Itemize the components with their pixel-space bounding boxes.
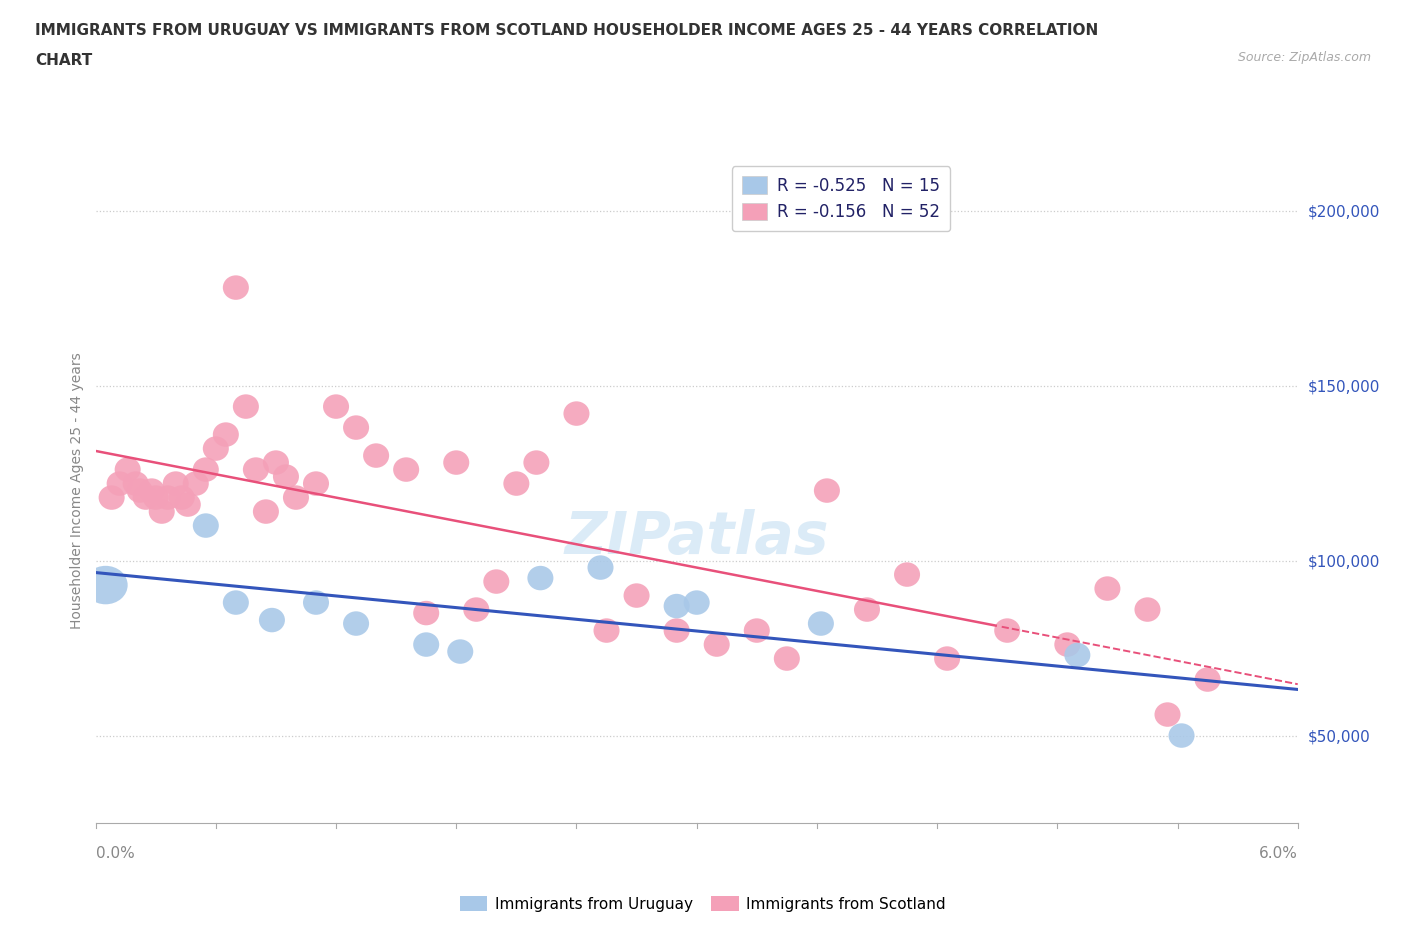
Ellipse shape [259, 608, 285, 632]
Text: ZIPatlas: ZIPatlas [564, 509, 830, 565]
Ellipse shape [343, 416, 370, 440]
Ellipse shape [1094, 577, 1121, 601]
Ellipse shape [169, 485, 195, 510]
Ellipse shape [1154, 702, 1181, 727]
Text: 6.0%: 6.0% [1258, 846, 1298, 861]
Ellipse shape [243, 458, 269, 482]
Ellipse shape [593, 618, 620, 643]
Ellipse shape [744, 618, 770, 643]
Ellipse shape [283, 485, 309, 510]
Ellipse shape [683, 591, 710, 615]
Ellipse shape [1168, 724, 1195, 748]
Text: 0.0%: 0.0% [96, 846, 135, 861]
Ellipse shape [447, 639, 474, 664]
Ellipse shape [202, 436, 229, 461]
Ellipse shape [1064, 643, 1091, 668]
Ellipse shape [664, 594, 690, 618]
Ellipse shape [934, 646, 960, 671]
Ellipse shape [115, 458, 141, 482]
Ellipse shape [193, 458, 219, 482]
Text: IMMIGRANTS FROM URUGUAY VS IMMIGRANTS FROM SCOTLAND HOUSEHOLDER INCOME AGES 25 -: IMMIGRANTS FROM URUGUAY VS IMMIGRANTS FR… [35, 23, 1098, 38]
Ellipse shape [183, 472, 209, 496]
Ellipse shape [1135, 597, 1160, 622]
Ellipse shape [263, 450, 290, 475]
Ellipse shape [98, 485, 125, 510]
Ellipse shape [363, 444, 389, 468]
Text: CHART: CHART [35, 53, 93, 68]
Ellipse shape [253, 499, 278, 524]
Ellipse shape [273, 464, 299, 489]
Ellipse shape [323, 394, 349, 418]
Ellipse shape [83, 565, 128, 604]
Ellipse shape [814, 478, 839, 503]
Ellipse shape [122, 472, 149, 496]
Ellipse shape [1195, 668, 1220, 692]
Ellipse shape [773, 646, 800, 671]
Ellipse shape [142, 485, 169, 510]
Ellipse shape [588, 555, 613, 579]
Ellipse shape [139, 478, 165, 503]
Ellipse shape [564, 402, 589, 426]
Ellipse shape [853, 597, 880, 622]
Ellipse shape [463, 597, 489, 622]
Ellipse shape [132, 485, 159, 510]
Ellipse shape [107, 472, 132, 496]
Ellipse shape [302, 472, 329, 496]
Ellipse shape [894, 563, 920, 587]
Ellipse shape [127, 478, 153, 503]
Text: Source: ZipAtlas.com: Source: ZipAtlas.com [1237, 51, 1371, 64]
Ellipse shape [503, 472, 530, 496]
Legend: R = -0.525   N = 15, R = -0.156   N = 52: R = -0.525 N = 15, R = -0.156 N = 52 [733, 166, 950, 231]
Ellipse shape [994, 618, 1021, 643]
Ellipse shape [302, 591, 329, 615]
Ellipse shape [527, 565, 554, 591]
Ellipse shape [523, 450, 550, 475]
Ellipse shape [1054, 632, 1080, 657]
Ellipse shape [193, 513, 219, 538]
Ellipse shape [222, 591, 249, 615]
Ellipse shape [163, 472, 188, 496]
Ellipse shape [484, 569, 509, 594]
Ellipse shape [413, 632, 439, 657]
Ellipse shape [222, 275, 249, 299]
Ellipse shape [233, 394, 259, 418]
Ellipse shape [212, 422, 239, 446]
Ellipse shape [443, 450, 470, 475]
Legend: Immigrants from Uruguay, Immigrants from Scotland: Immigrants from Uruguay, Immigrants from… [454, 890, 952, 918]
Ellipse shape [808, 611, 834, 636]
Ellipse shape [155, 485, 181, 510]
Y-axis label: Householder Income Ages 25 - 44 years: Householder Income Ages 25 - 44 years [70, 352, 84, 629]
Ellipse shape [394, 458, 419, 482]
Ellipse shape [703, 632, 730, 657]
Ellipse shape [343, 611, 370, 636]
Ellipse shape [174, 492, 201, 517]
Ellipse shape [149, 499, 174, 524]
Ellipse shape [413, 601, 439, 625]
Ellipse shape [664, 618, 690, 643]
Ellipse shape [623, 583, 650, 608]
